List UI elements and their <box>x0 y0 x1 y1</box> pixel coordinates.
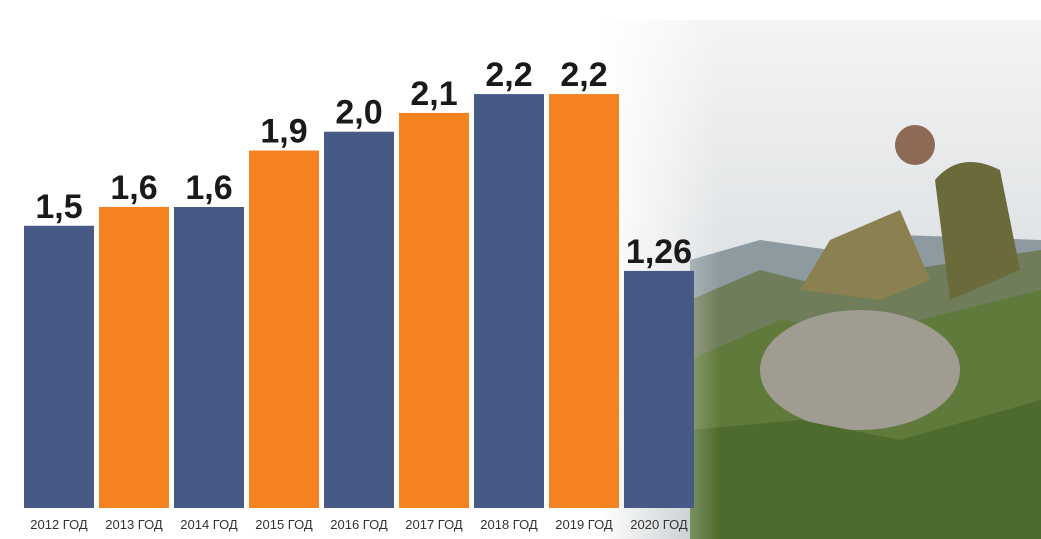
plot: 1,5 2012 ГОД 1,6 2013 ГОД 1,6 2014 ГОД 1,9 2015… <box>24 56 694 532</box>
value-label: 1,26 <box>626 233 692 271</box>
x-tick-label: 2018 ГОД <box>480 517 538 532</box>
bar <box>174 207 244 508</box>
bar <box>474 94 544 508</box>
bar <box>24 226 94 508</box>
value-label: 2,0 <box>335 94 382 132</box>
x-tick-label: 2020 ГОД <box>630 517 688 532</box>
bar <box>99 207 169 508</box>
x-tick-label: 2017 ГОД <box>405 517 463 532</box>
value-label: 1,5 <box>35 188 82 226</box>
bar <box>624 271 694 508</box>
x-tick-label: 2016 ГОД <box>330 517 388 532</box>
bar <box>324 132 394 508</box>
value-label: 1,9 <box>260 113 307 151</box>
bar <box>549 94 619 508</box>
value-label: 2,2 <box>485 56 532 94</box>
x-tick-label: 2012 ГОД <box>30 517 88 532</box>
value-label: 1,6 <box>110 169 157 207</box>
bar <box>399 113 469 508</box>
x-tick-label: 2015 ГОД <box>255 517 313 532</box>
chart: 1,5 2012 ГОД 1,6 2013 ГОД 1,6 2014 ГОД 1,9 2015… <box>0 0 1041 539</box>
x-tick-label: 2019 ГОД <box>555 517 613 532</box>
value-label: 2,2 <box>560 56 607 94</box>
x-tick-label: 2014 ГОД <box>180 517 238 532</box>
value-label: 2,1 <box>410 75 457 113</box>
x-tick-label: 2013 ГОД <box>105 517 163 532</box>
bar <box>249 151 319 508</box>
value-label: 1,6 <box>185 169 232 207</box>
